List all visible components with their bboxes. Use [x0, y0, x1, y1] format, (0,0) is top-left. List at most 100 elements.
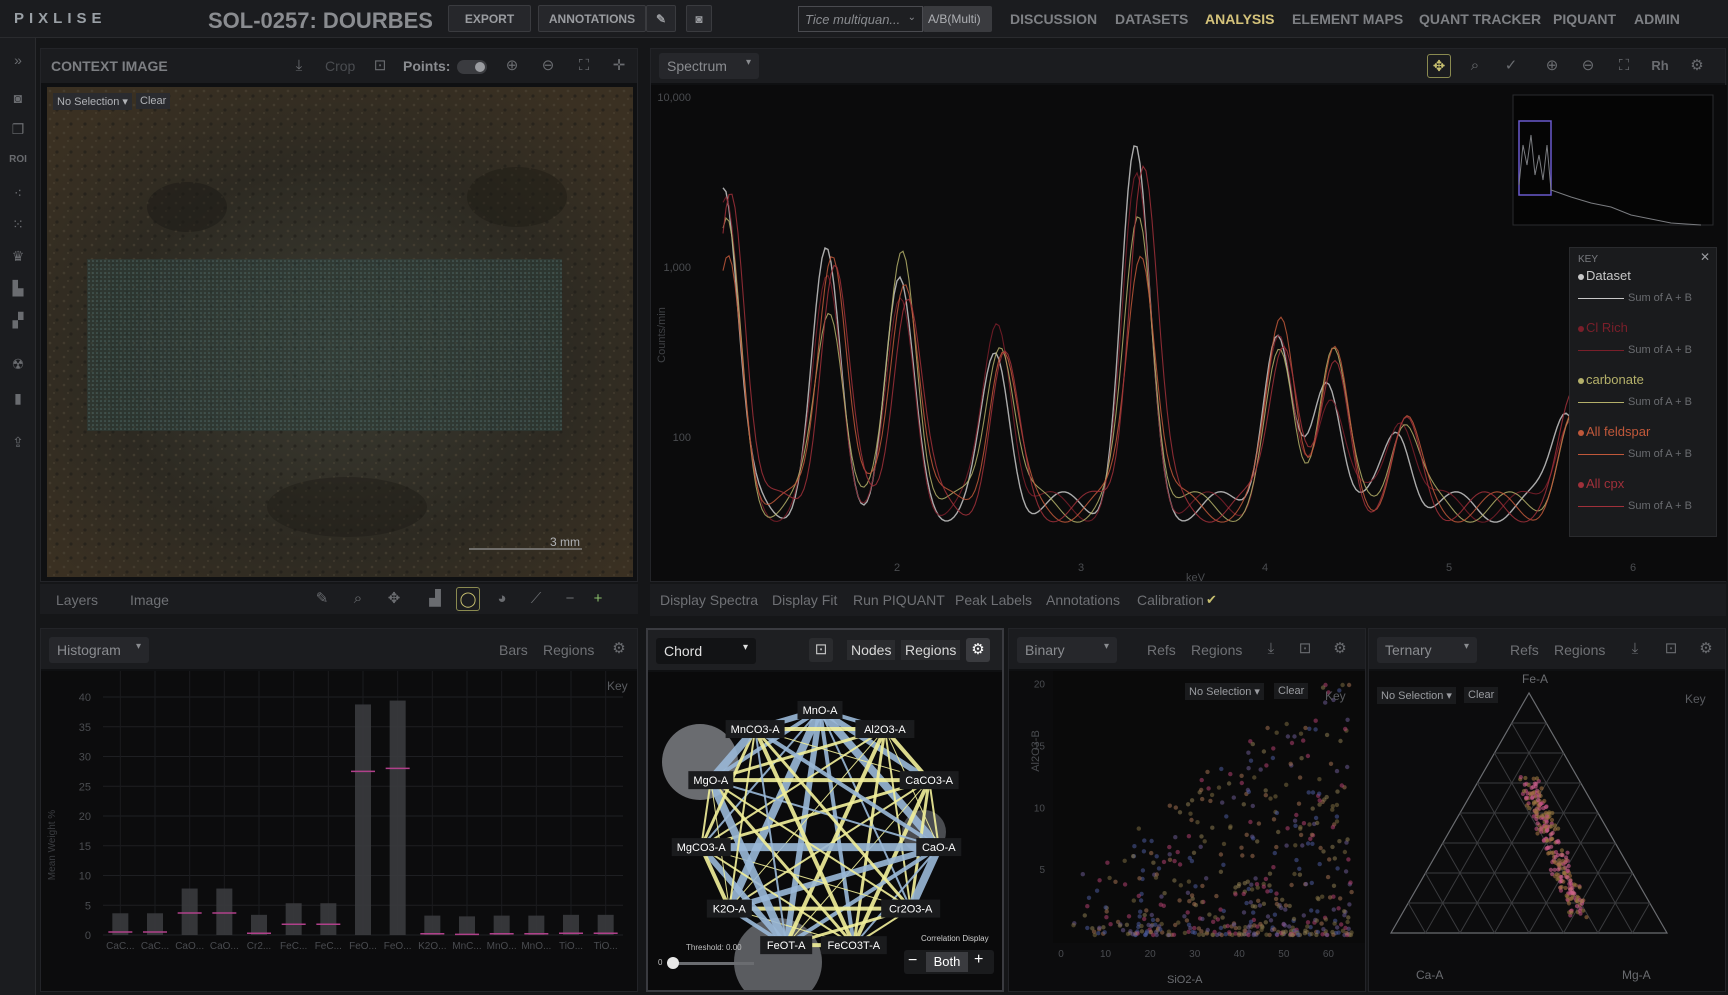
clear-selection-button[interactable]: Clear: [1274, 683, 1309, 699]
fit-icon[interactable]: ⊡: [809, 638, 833, 662]
spectrum-minimap[interactable]: [1512, 94, 1714, 226]
expand-icon[interactable]: »: [14, 52, 22, 68]
pencil-icon[interactable]: ✎: [315, 590, 329, 607]
histogram-bar[interactable]: [597, 914, 614, 935]
pick-icon[interactable]: ✓: [1504, 57, 1518, 74]
map-icon[interactable]: ▞: [12, 312, 24, 328]
minimap-viewport[interactable]: [1518, 120, 1552, 196]
binary-view-dropdown[interactable]: Binary ▾: [1017, 637, 1117, 663]
histogram-bar[interactable]: [251, 914, 267, 935]
chord-link[interactable]: [754, 727, 940, 849]
fit-icon[interactable]: ⛶: [1618, 57, 1630, 74]
chord-node[interactable]: [881, 899, 941, 918]
chord-node[interactable]: [706, 899, 752, 918]
gear-icon[interactable]: ⚙: [966, 638, 990, 662]
crop-button[interactable]: Crop: [325, 58, 356, 74]
download-icon[interactable]: ⤓: [1267, 640, 1275, 657]
chord-link[interactable]: [710, 779, 940, 849]
nav-admin[interactable]: ADMIN: [1634, 11, 1680, 27]
line-icon[interactable]: ⟋: [530, 590, 542, 607]
bars-button[interactable]: Bars: [499, 642, 528, 658]
zoom-out-icon[interactable]: ⊖: [1581, 57, 1595, 74]
pan-icon[interactable]: ✥: [1427, 54, 1451, 78]
context-image-canvas[interactable]: No Selection ▾ Clear 3 mm: [47, 87, 633, 577]
chord-node[interactable]: [688, 771, 734, 790]
plus-icon[interactable]: +: [593, 590, 603, 607]
export-button[interactable]: EXPORT: [448, 5, 531, 32]
chord-link[interactable]: [700, 780, 712, 848]
chord-link[interactable]: [728, 728, 757, 909]
minus-icon[interactable]: −: [908, 952, 918, 969]
grid-icon[interactable]: ⁙: [12, 216, 24, 232]
spectrum-view-dropdown[interactable]: Spectrum ▾: [659, 53, 759, 79]
histogram-bar[interactable]: [389, 700, 406, 935]
refs-button[interactable]: Refs: [1510, 642, 1539, 658]
edit-annotations-button[interactable]: ✎: [646, 5, 676, 32]
atom-icon[interactable]: ☢: [11, 356, 25, 372]
ternary-plot[interactable]: Fe-A Ca-A Mg-A Key: [1369, 671, 1725, 991]
pan-icon[interactable]: ✥: [387, 590, 401, 607]
chart-icon[interactable]: ▙: [12, 280, 24, 296]
regions-button[interactable]: Regions: [1554, 642, 1606, 658]
histogram-chart[interactable]: Mean Weight % 0 5 10 15 20 25 30 35 40 CaC... CaC.…: [41, 671, 637, 991]
points-toggle[interactable]: [457, 60, 487, 74]
ab-multi-badge[interactable]: A/B(Multi): [923, 6, 992, 32]
binary-scatter[interactable]: 0 10 20 30 40 50 60 5 10 15 20 Al2O3-B SiO2-A Key: [1009, 671, 1365, 991]
chord-link[interactable]: [709, 779, 855, 947]
chord-link[interactable]: [707, 778, 790, 947]
download-icon[interactable]: ⤓: [295, 57, 303, 74]
nav-analysis[interactable]: ANALYSIS: [1205, 11, 1275, 27]
close-icon[interactable]: ✕: [1700, 250, 1711, 264]
chord-link[interactable]: [754, 728, 788, 946]
selection-dropdown[interactable]: No Selection ▾: [53, 93, 132, 110]
tab-display-fit[interactable]: Display Fit: [772, 592, 838, 608]
selection-dropdown[interactable]: No Selection ▾: [1377, 687, 1456, 704]
chord-node[interactable]: [725, 720, 785, 739]
chord-link[interactable]: [853, 846, 940, 946]
zoom-in-icon[interactable]: ⊕: [505, 57, 519, 74]
histogram-bar[interactable]: [320, 903, 337, 935]
plus-icon[interactable]: +: [974, 951, 984, 968]
histogram-bar[interactable]: [528, 915, 545, 935]
palette-icon[interactable]: ◕: [497, 590, 507, 607]
tab-display-spectra[interactable]: Display Spectra: [660, 592, 759, 608]
chord-node[interactable]: [820, 936, 887, 955]
histogram-bar[interactable]: [563, 914, 579, 935]
refs-button[interactable]: Refs: [1147, 642, 1176, 658]
nav-piquant[interactable]: PIQUANT: [1553, 11, 1616, 27]
search-icon[interactable]: ⌕: [1470, 57, 1480, 74]
gradient-icon[interactable]: ▮: [14, 390, 22, 406]
chord-link[interactable]: [698, 845, 789, 948]
search-icon[interactable]: ⌕: [353, 590, 363, 607]
scatter-icon[interactable]: ⁖: [13, 185, 23, 201]
histogram-bar[interactable]: [147, 913, 163, 935]
chord-link[interactable]: [753, 728, 912, 910]
histogram-view-dropdown[interactable]: Histogram ▾: [49, 637, 149, 663]
rh-icon[interactable]: Rh: [1651, 58, 1669, 73]
upload-icon[interactable]: ⇪: [12, 434, 24, 450]
chord-link[interactable]: [709, 708, 822, 782]
fit-icon[interactable]: ⊡: [373, 57, 387, 74]
chord-link[interactable]: [818, 707, 931, 783]
ternary-view-dropdown[interactable]: Ternary ▾: [1377, 637, 1477, 663]
tab-calibration[interactable]: Calibration: [1137, 592, 1204, 608]
key-button[interactable]: Key: [1325, 689, 1346, 703]
brush-icon[interactable]: ▟: [429, 590, 441, 607]
tab-peak-labels[interactable]: Peak Labels: [955, 592, 1033, 608]
lasso-icon[interactable]: ◯: [456, 587, 480, 611]
chord-link[interactable]: [907, 845, 943, 911]
chord-node[interactable]: [916, 838, 962, 857]
center-icon[interactable]: ✛: [612, 57, 626, 74]
histogram-bar[interactable]: [181, 888, 198, 935]
chord-link[interactable]: [700, 846, 855, 946]
regions-button[interactable]: Regions: [901, 640, 961, 660]
correlation-both-button[interactable]: Both: [926, 952, 968, 972]
chord-link[interactable]: [928, 780, 940, 848]
legend-item-name[interactable]: Cl Rich: [1586, 320, 1628, 335]
zoom-out-icon[interactable]: ⊖: [541, 57, 555, 74]
histogram-bar[interactable]: [216, 888, 233, 935]
histogram-bar[interactable]: [459, 916, 475, 935]
fullscreen-icon[interactable]: ⛶: [578, 57, 590, 74]
camera-icon[interactable]: ◙: [13, 90, 23, 106]
quant-selector[interactable]: Tice multiquan... ⌄: [798, 6, 923, 32]
